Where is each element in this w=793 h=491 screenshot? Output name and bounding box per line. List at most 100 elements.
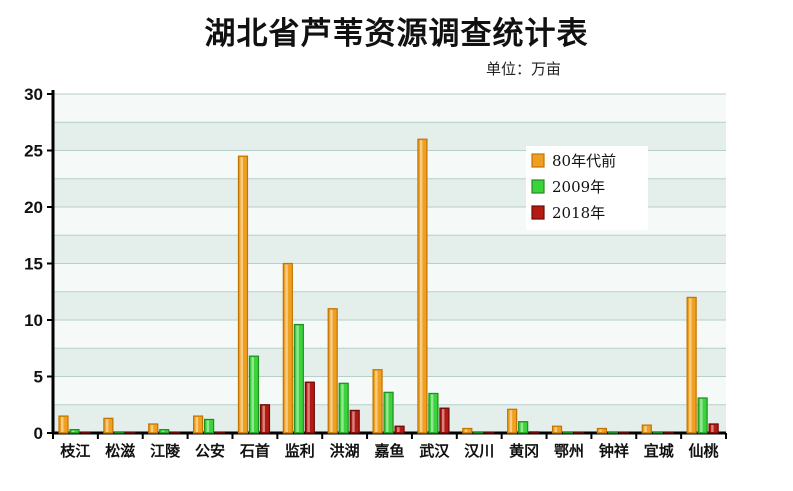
x-tick-label: 武汉 xyxy=(419,442,450,460)
bar xyxy=(58,415,69,434)
x-tick-label: 公安 xyxy=(195,442,225,460)
x-tick-label: 汉川 xyxy=(464,442,494,460)
bar xyxy=(573,431,585,434)
bar xyxy=(607,431,619,434)
bar-highlight xyxy=(689,298,692,432)
bar xyxy=(215,431,226,434)
bar xyxy=(417,138,428,434)
bar-highlight xyxy=(150,424,154,432)
bar-highlight xyxy=(195,417,199,432)
x-tick-label: 石首 xyxy=(239,442,270,460)
legend-swatch xyxy=(531,205,545,220)
plot-band xyxy=(53,94,726,123)
bar xyxy=(103,417,114,434)
bar-highlight xyxy=(509,410,513,432)
plot-band xyxy=(53,348,726,377)
x-tick-label: 黄冈 xyxy=(509,442,539,460)
plot-band xyxy=(53,320,726,349)
bar xyxy=(507,408,518,434)
bar-highlight xyxy=(72,430,75,432)
bar-highlight xyxy=(262,405,265,432)
bar-highlight xyxy=(375,370,378,432)
bar-highlight xyxy=(520,422,524,432)
bar-highlight xyxy=(554,427,558,432)
chart-title: 湖北省芦苇资源调查统计表 xyxy=(204,16,589,52)
bar xyxy=(237,155,249,434)
bar-highlight xyxy=(240,157,243,432)
bar-highlight xyxy=(397,427,400,432)
plot-band xyxy=(53,291,726,320)
bar xyxy=(439,407,450,434)
bar-highlight xyxy=(352,411,355,432)
bar xyxy=(293,323,304,434)
bar xyxy=(596,427,608,434)
y-tick-label: 0 xyxy=(34,424,43,443)
legend-label: 80年代前 xyxy=(552,152,616,170)
bar xyxy=(473,431,484,434)
legend-box xyxy=(526,146,648,230)
plot-band xyxy=(53,122,726,151)
bar-highlight xyxy=(711,424,714,432)
bar-highlight xyxy=(161,430,165,432)
y-tick-label: 10 xyxy=(24,311,43,330)
bar xyxy=(462,427,473,434)
bar xyxy=(80,431,91,434)
bar xyxy=(652,431,663,434)
bar-highlight xyxy=(251,357,254,432)
bar xyxy=(204,418,215,434)
bar xyxy=(114,431,125,434)
x-tick-label: 枝江 xyxy=(60,442,90,460)
x-tick-label: 钟祥 xyxy=(599,442,629,460)
unit-label: 单位：万亩 xyxy=(486,60,562,78)
bar xyxy=(248,355,260,434)
bar xyxy=(484,431,495,434)
bar xyxy=(282,262,293,434)
bar-highlight xyxy=(430,394,434,432)
bar xyxy=(551,425,563,434)
bar xyxy=(641,424,652,434)
bar-highlight xyxy=(441,409,445,432)
x-tick-label: 松滋 xyxy=(105,442,135,460)
legend-swatch xyxy=(531,153,545,168)
bar xyxy=(663,431,674,434)
bar xyxy=(338,382,349,434)
bar xyxy=(529,431,540,434)
bar xyxy=(159,429,170,434)
x-tick-label: 鄂州 xyxy=(554,442,584,460)
bar xyxy=(618,431,630,434)
x-tick-label: 宜城 xyxy=(644,442,674,460)
plot-band xyxy=(53,263,726,292)
bar-highlight xyxy=(105,419,109,432)
bar xyxy=(304,381,315,434)
bar-highlight xyxy=(386,393,389,432)
bar-highlight xyxy=(330,309,333,432)
y-tick-label: 15 xyxy=(24,255,43,274)
legend-label: 2009年 xyxy=(552,178,605,196)
bar xyxy=(69,429,80,434)
bar-highlight xyxy=(206,420,210,432)
x-tick-label: 嘉鱼 xyxy=(373,442,404,460)
x-tick-label: 监利 xyxy=(285,442,315,460)
bar xyxy=(125,431,136,434)
bar xyxy=(170,431,181,434)
bar xyxy=(193,415,204,434)
bar xyxy=(394,425,405,434)
plot-band xyxy=(53,235,726,264)
bar xyxy=(562,431,574,434)
bar xyxy=(372,369,383,434)
bar xyxy=(518,421,529,434)
bar-highlight xyxy=(285,264,288,432)
bar xyxy=(259,404,271,434)
legend-label: 2018年 xyxy=(552,204,605,222)
x-tick-label: 仙桃 xyxy=(689,442,719,460)
bar-highlight xyxy=(644,426,647,432)
bar xyxy=(708,423,719,434)
bar xyxy=(428,392,439,434)
bar-highlight xyxy=(419,140,423,432)
bar xyxy=(349,409,360,434)
y-tick-label: 20 xyxy=(24,198,43,217)
bar xyxy=(148,423,159,434)
bar xyxy=(327,308,338,434)
